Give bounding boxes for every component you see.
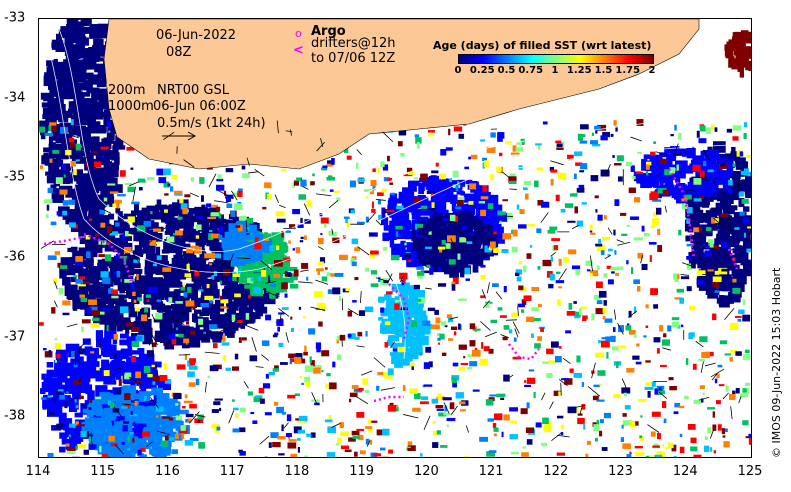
sst-map-canvas (39, 19, 751, 457)
x-tick-label: 125 (737, 464, 763, 479)
contour-200m: 200m (108, 83, 146, 98)
vector-scale-arrow-icon (162, 131, 197, 141)
sst-map[interactable] (38, 18, 752, 458)
legend-title: Age (days) of filled SST (wrt latest) (433, 39, 652, 52)
x-tick-label: 118 (284, 464, 310, 479)
argo-label: Argo (311, 24, 346, 39)
legend-tick: 0.5 (497, 65, 516, 76)
current-vectors (40, 120, 742, 455)
legend-tick: 1 (551, 65, 559, 76)
x-tick-label: 117 (219, 464, 245, 479)
map-hour: 08Z (166, 45, 192, 60)
x-tick-label: 116 (155, 464, 180, 479)
vector-scale-label: 0.5m/s (1kt 24h) (157, 116, 266, 131)
y-tick-label: -36 (4, 249, 26, 265)
legend-tick: 0 (454, 65, 462, 76)
x-tick-label: 121 (478, 464, 504, 479)
y-tick-label: -37 (4, 329, 26, 345)
legend-tick: 1.75 (615, 65, 641, 76)
legend-tick: 0.75 (518, 65, 544, 76)
drifter-arrow-icon: < (293, 43, 304, 58)
product-time: 06-Jun 06:00Z (153, 99, 246, 114)
x-tick-label: 119 (349, 464, 375, 479)
legend-tick: 0.25 (469, 65, 495, 76)
drifters-line2: to 07/06 12Z (311, 51, 396, 66)
drifter-tracks (43, 168, 739, 403)
legend-tick: 1.25 (566, 65, 592, 76)
y-tick-label: -33 (4, 10, 26, 26)
y-tick-label: -35 (4, 169, 26, 185)
legend-tick: 1.5 (594, 65, 613, 76)
contour-1000m: 1000m (108, 99, 154, 114)
argo-marker-icon: o (295, 27, 302, 40)
x-tick-label: 120 (413, 464, 439, 479)
product-name: NRT00 GSL (157, 83, 229, 98)
drifters-line1: drifters@12h (311, 36, 396, 51)
x-tick-label: 123 (608, 464, 633, 479)
legend-colorbar (458, 54, 654, 64)
x-tick-label: 122 (543, 464, 569, 479)
y-tick-label: -38 (4, 408, 26, 424)
y-tick-label: -34 (4, 90, 26, 106)
x-tick-label: 115 (90, 464, 116, 479)
credit-text: © IMOS 09-Jun-2022 15:03 Hobart (770, 267, 783, 458)
sst-age-patches (39, 19, 751, 457)
x-tick-label: 114 (25, 464, 51, 479)
x-tick-label: 124 (672, 464, 698, 479)
map-date: 06-Jun-2022 (156, 28, 237, 43)
bathymetry-contours (48, 28, 751, 360)
legend-tick: 2 (648, 65, 656, 76)
